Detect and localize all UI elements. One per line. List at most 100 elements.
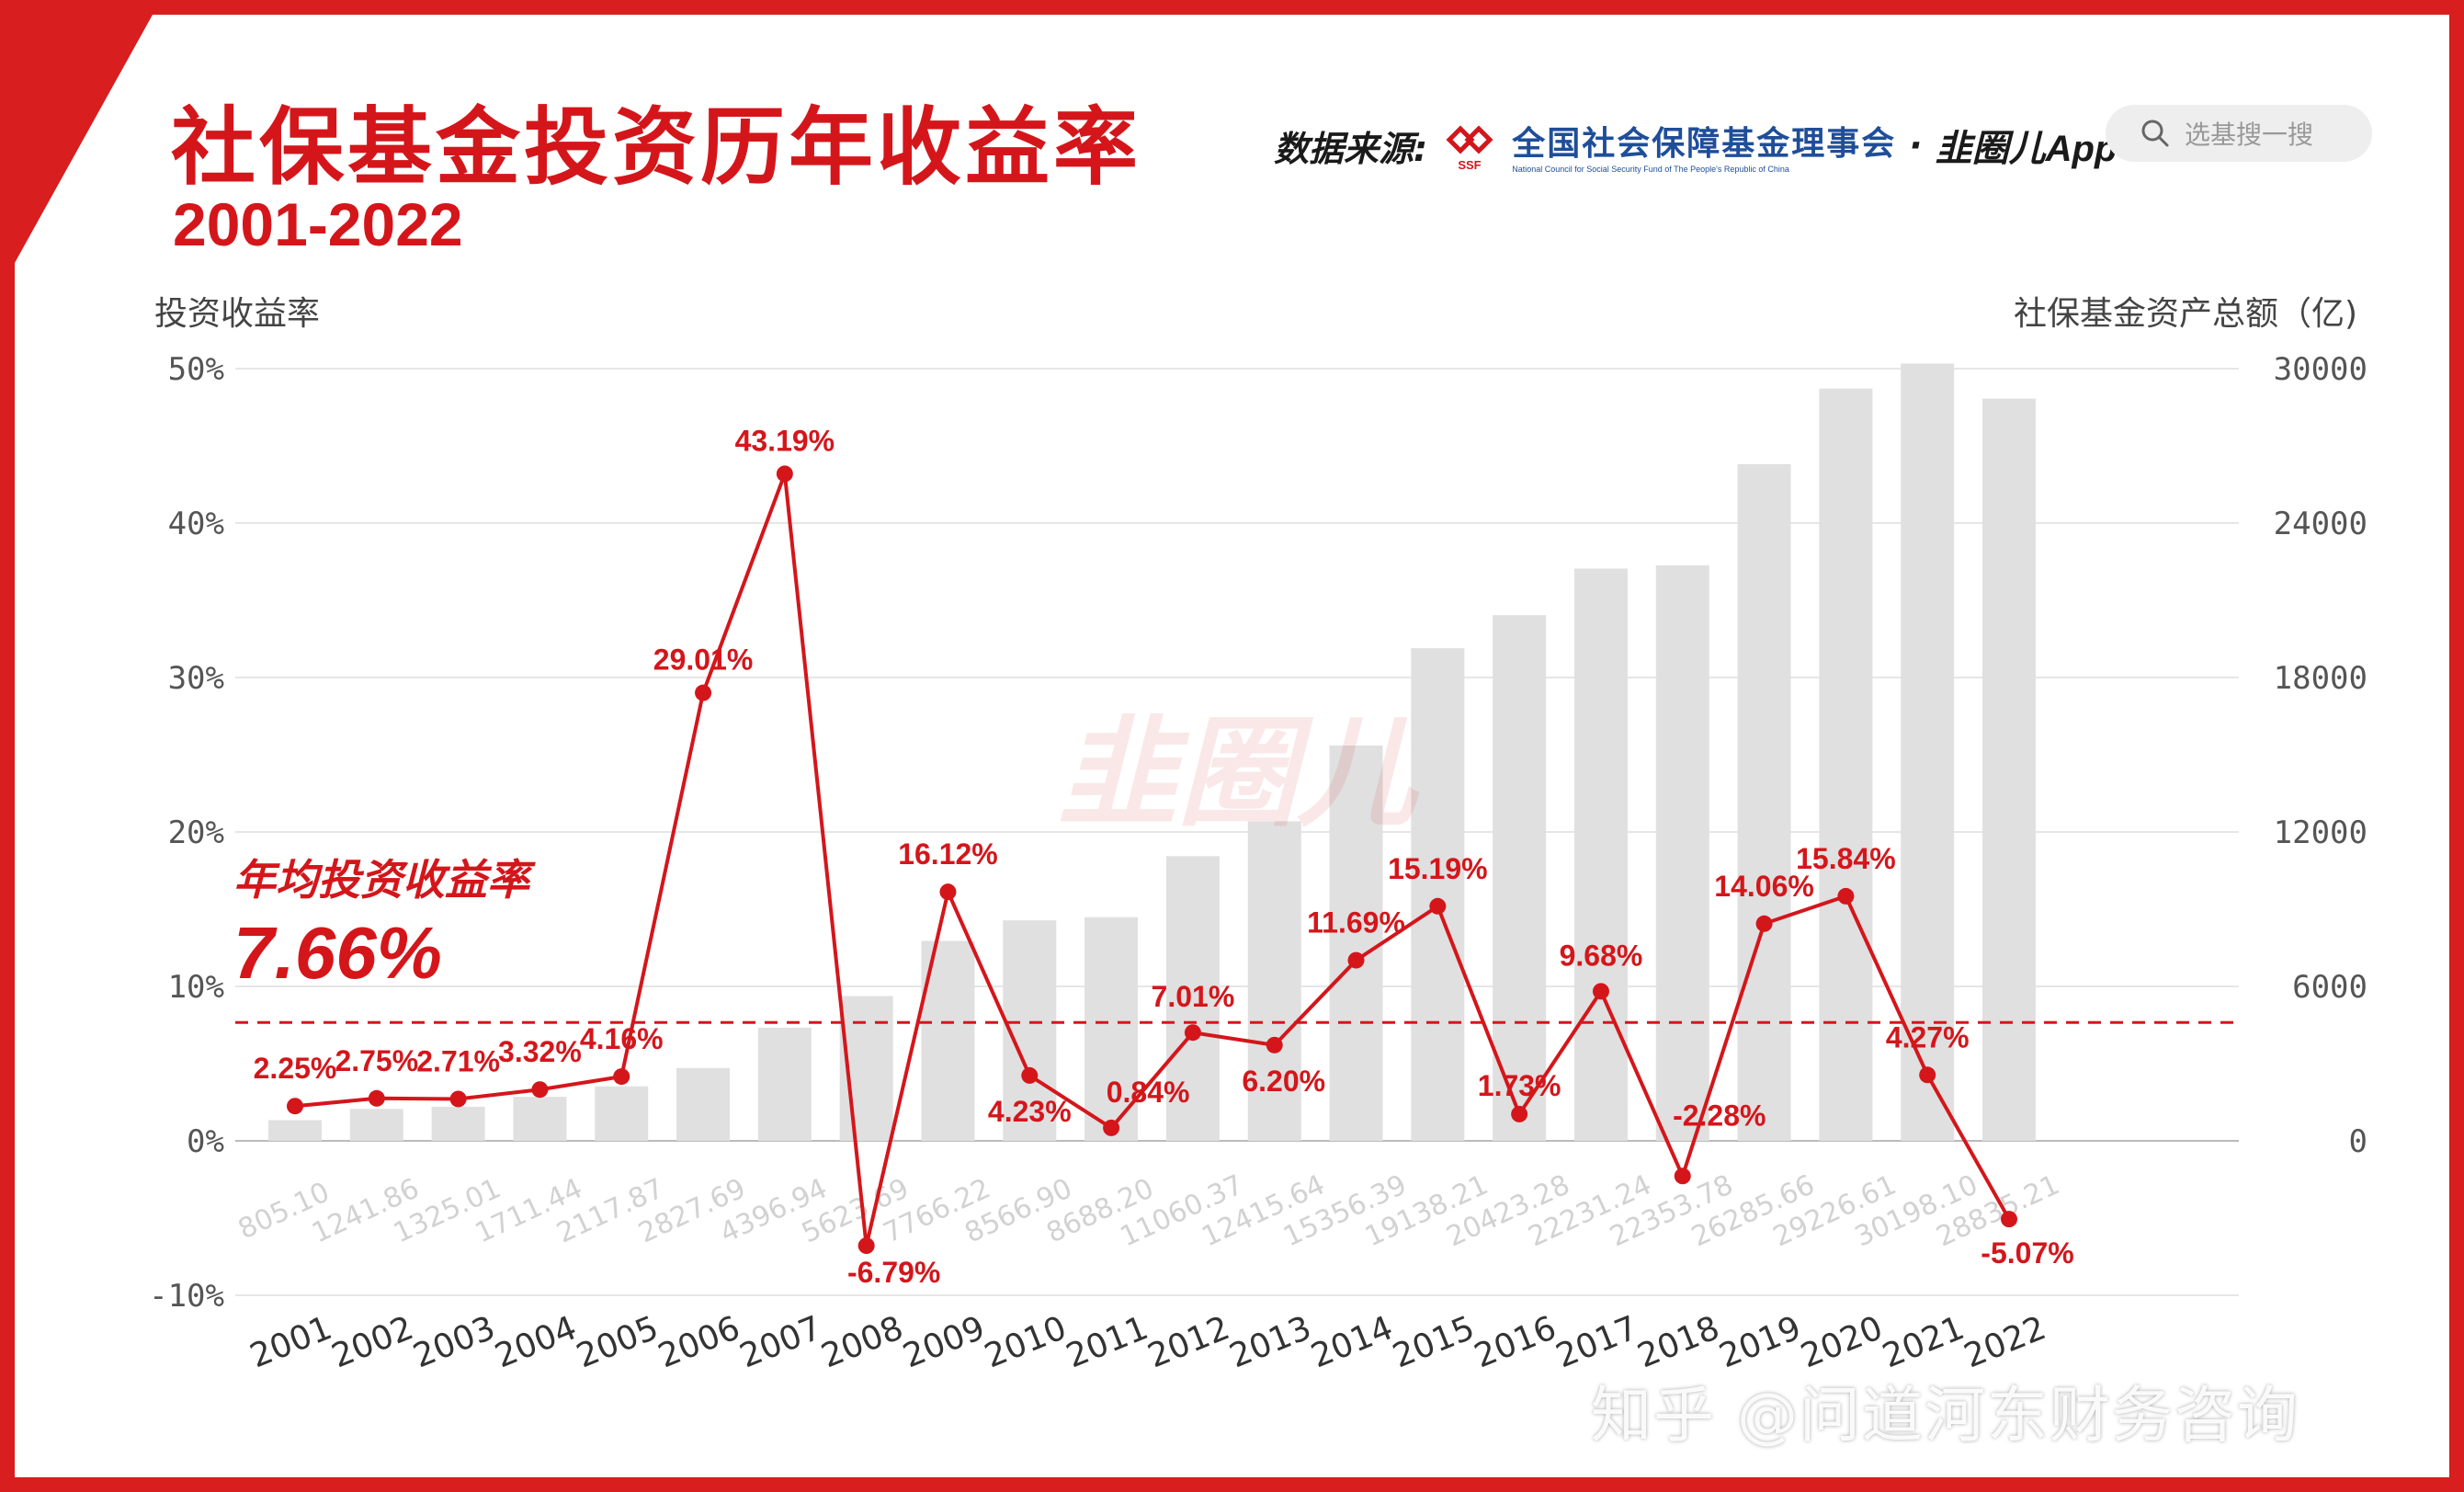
return-point <box>776 465 793 483</box>
x-tick-label: 2001 <box>245 1309 337 1375</box>
x-tick-label: 2015 <box>1388 1309 1480 1375</box>
return-value-label: 14.06% <box>1714 870 1814 903</box>
asset-bar <box>349 1109 403 1141</box>
asset-bar <box>1493 615 1547 1141</box>
app-name: 韭圈儿App <box>1935 129 2118 169</box>
y-left-tick-label: 0% <box>187 1123 224 1160</box>
chart-title: 社保基金投资历年收益率 <box>171 98 1142 197</box>
x-tick-label: 2016 <box>1470 1309 1561 1375</box>
return-line <box>294 473 2011 1247</box>
asset-bar <box>1737 464 1791 1141</box>
return-value-label: 29.01% <box>653 643 754 677</box>
return-point <box>1755 915 1773 932</box>
return-value-label: -6.79% <box>847 1256 940 1289</box>
watermark-text: 知乎 @问道河东财务咨询 <box>1591 1380 2299 1451</box>
average-return-label: 年均投资收益率 <box>233 855 529 905</box>
y-left-tick-label: 20% <box>168 814 224 851</box>
return-value-label: 43.19% <box>735 424 835 457</box>
return-value-label: 15.19% <box>1388 852 1488 885</box>
y-left-tick-label: 10% <box>168 969 224 1006</box>
asset-bar <box>676 1067 731 1141</box>
x-tick-label: 2006 <box>653 1309 745 1375</box>
return-point <box>1429 897 1447 915</box>
x-tick-label: 2011 <box>1062 1309 1153 1375</box>
return-point <box>1021 1066 1039 1084</box>
data-source: 数据来源: SSF 全国社会保障基金理事会 National Council f… <box>1274 116 2117 175</box>
x-tick-label: 2009 <box>898 1309 990 1375</box>
return-value-label: 6.20% <box>1242 1065 1325 1098</box>
x-tick-label: 2005 <box>572 1309 664 1375</box>
y-right-tick-label: 24000 <box>2274 506 2367 542</box>
x-tick-label: 2013 <box>1224 1309 1316 1375</box>
search-placeholder: 选基搜一搜 <box>2185 120 2314 150</box>
return-point <box>1347 951 1365 969</box>
return-point <box>1184 1024 1201 1042</box>
return-point <box>449 1090 467 1108</box>
return-value-label: 4.16% <box>580 1022 664 1055</box>
asset-bar <box>1247 821 1301 1141</box>
average-return-value: 7.66% <box>233 912 442 994</box>
y-right-axis-title: 社保基金资产总额（亿) <box>2013 295 2357 333</box>
return-value-label: 4.27% <box>1886 1020 1970 1054</box>
asset-bar <box>1003 920 1057 1141</box>
x-tick-label: 2003 <box>408 1309 500 1375</box>
return-point <box>695 684 712 701</box>
return-point <box>1674 1167 1691 1185</box>
return-point <box>1103 1119 1120 1136</box>
asset-bar <box>1411 648 1465 1141</box>
asset-bar <box>1573 568 1628 1141</box>
return-value-label: -2.28% <box>1673 1099 1766 1132</box>
chart-canvas: 50% 40% 30% 20% 10% 0% -10% 30000 24000 18000 1200… <box>149 351 2367 1376</box>
x-tick-label: 2012 <box>1142 1309 1234 1375</box>
x-tick-label: 2014 <box>1306 1309 1398 1375</box>
return-point <box>531 1081 549 1099</box>
return-point <box>1266 1036 1283 1054</box>
x-tick-label: 2008 <box>816 1309 908 1375</box>
asset-bar <box>1655 565 1709 1141</box>
chart-subtitle: 2001-2022 <box>173 190 463 258</box>
search-input[interactable]: 选基搜一搜 <box>2106 105 2372 162</box>
return-value-label: 2.71% <box>416 1044 500 1077</box>
x-tick-label: 2010 <box>980 1309 1072 1375</box>
y-right-tick-label: 0 <box>2349 1123 2367 1160</box>
asset-bar <box>431 1106 485 1141</box>
x-tick-label: 2002 <box>326 1309 418 1375</box>
return-value-label: -5.07% <box>1981 1236 2073 1270</box>
y-right-tick-label: 12000 <box>2274 814 2367 851</box>
return-point <box>368 1089 385 1107</box>
y-right-tick-label: 6000 <box>2292 969 2367 1006</box>
return-point <box>287 1098 303 1115</box>
return-point <box>613 1068 630 1086</box>
asset-bar <box>513 1097 567 1141</box>
y-left-axis-title: 投资收益率 <box>154 295 321 333</box>
asset-bar <box>1165 856 1220 1141</box>
y-right-tick-label: 30000 <box>2274 351 2367 388</box>
return-point <box>1592 983 1609 1000</box>
corner-decoration <box>15 15 153 263</box>
return-value-label: 2.75% <box>335 1044 418 1077</box>
x-tick-label: 2004 <box>490 1309 582 1375</box>
return-value-label: 4.23% <box>988 1095 1072 1128</box>
x-tick-label: 2007 <box>734 1309 826 1375</box>
y-right-tick-label: 18000 <box>2274 660 2367 697</box>
y-left-tick-label: -10% <box>149 1278 224 1315</box>
asset-bar <box>595 1086 649 1141</box>
ssf-logo-icon: SSF <box>1440 116 1499 175</box>
source-label: 数据来源: <box>1274 128 1428 169</box>
return-value-label: 0.84% <box>1107 1076 1190 1109</box>
asset-bar <box>757 1027 812 1141</box>
return-value-label: 11.69% <box>1307 906 1405 940</box>
asset-bar <box>1329 746 1383 1141</box>
y-left-tick-label: 50% <box>168 351 224 388</box>
return-value-label: 7.01% <box>1152 980 1235 1013</box>
source-org-name: 全国社会保障基金理事会 <box>1512 125 1897 163</box>
chart-frame: 社保基金投资历年收益率 2001-2022 数据来源: SSF 全国社会保障基金… <box>15 15 2449 1477</box>
return-point <box>1837 887 1855 905</box>
asset-bar <box>1901 363 1955 1141</box>
asset-bar <box>268 1120 322 1141</box>
y-left-tick-label: 40% <box>168 506 224 542</box>
return-point <box>1511 1105 1528 1122</box>
return-point <box>2001 1211 2017 1228</box>
return-point <box>857 1237 875 1255</box>
return-value-label: 15.84% <box>1796 842 1896 875</box>
